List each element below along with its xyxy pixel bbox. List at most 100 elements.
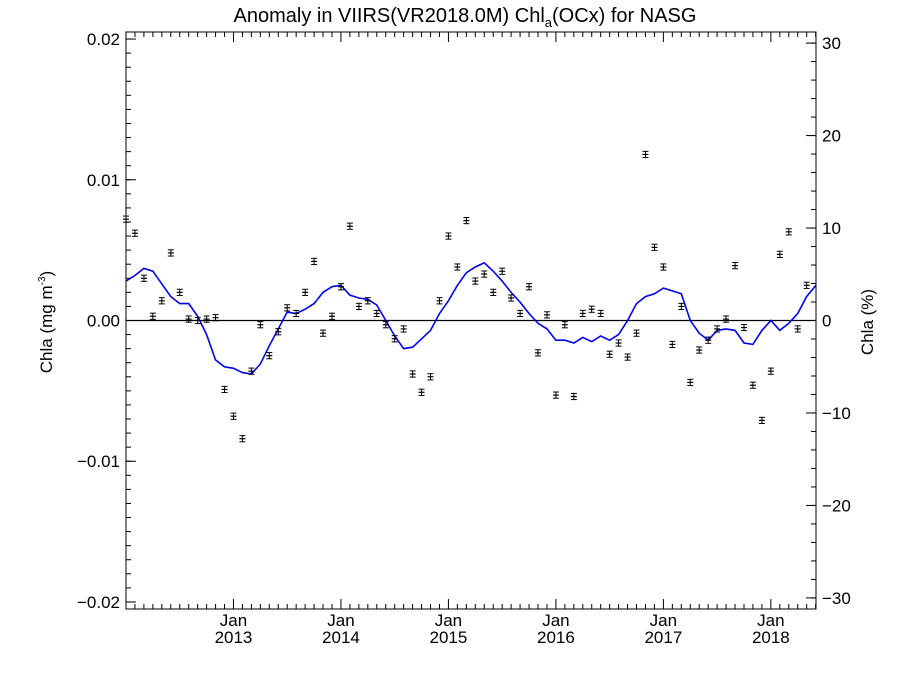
monthly-point (481, 270, 488, 278)
monthly-point (391, 335, 398, 343)
monthly-point (364, 297, 371, 305)
monthly-point (311, 257, 318, 265)
monthly-point (767, 367, 774, 375)
monthly-point (669, 340, 676, 349)
monthly-point (561, 321, 568, 329)
monthly-point (140, 274, 147, 282)
monthly-point (373, 309, 380, 318)
x-tick-label-year: 2015 (430, 628, 468, 647)
monthly-point (633, 329, 640, 337)
monthly-point (678, 302, 685, 311)
monthly-point (785, 228, 792, 236)
monthly-point (185, 315, 192, 323)
monthly-point (687, 378, 694, 387)
x-tick-label-month: Jan (757, 611, 784, 630)
monthly-point (266, 352, 273, 360)
monthly-point (570, 392, 577, 401)
monthly-point (705, 336, 712, 344)
y2-tick-label: −30 (822, 589, 851, 608)
monthly-point (660, 263, 667, 271)
chart-title: Anomaly in VIIRS(VR2018.0M) Chla(OCx) fo… (234, 5, 697, 30)
monthly-point (579, 309, 586, 318)
monthly-point (642, 150, 649, 159)
monthly-point (355, 302, 362, 311)
y-tick-label: 0.02 (87, 30, 120, 49)
monthly-point (749, 381, 756, 389)
monthly-point (427, 373, 434, 381)
monthly-point (275, 328, 282, 336)
monthly-point (212, 314, 219, 322)
monthly-point (176, 288, 183, 296)
monthly-point (167, 249, 174, 257)
monthly-point (418, 388, 425, 396)
smoothed-series-line (125, 261, 817, 375)
monthly-point (624, 353, 631, 361)
monthly-point (615, 339, 622, 347)
monthly-point (740, 323, 747, 332)
monthly-point (409, 370, 416, 378)
x-tick-label-month: Jan (435, 611, 462, 630)
monthly-point (293, 309, 300, 318)
y2-tick-label: 10 (822, 219, 841, 238)
x-tick-label-month: Jan (542, 611, 569, 630)
monthly-point (508, 294, 515, 302)
y2-tick-label: −10 (822, 404, 851, 423)
monthly-point (794, 325, 801, 333)
monthly-point (221, 385, 228, 394)
y2-tick-label: 20 (822, 127, 841, 146)
monthly-point (552, 391, 559, 399)
y2-tick-label: −20 (822, 496, 851, 515)
monthly-point (499, 267, 506, 275)
monthly-point (714, 325, 721, 333)
monthly-point (194, 316, 201, 325)
y-tick-label: −0.02 (77, 593, 120, 612)
monthly-point (149, 312, 156, 320)
x-tick-label-month: Jan (220, 611, 247, 630)
monthly-point (346, 222, 353, 230)
monthly-point (436, 297, 443, 305)
monthly-point (454, 263, 461, 271)
monthly-point (382, 321, 389, 329)
monthly-point (203, 315, 210, 323)
monthly-point (472, 277, 479, 285)
y2-tick-label: 30 (822, 34, 841, 53)
x-tick-label-year: 2013 (215, 628, 253, 647)
monthly-point (248, 367, 255, 375)
monthly-point (320, 329, 327, 337)
y-axis-label: Chla (mg m-3) (37, 271, 56, 373)
plot-frame (125, 31, 817, 610)
x-tick-label-year: 2016 (537, 628, 575, 647)
monthly-point (543, 311, 550, 319)
y2-axis-label: Chla (%) (858, 289, 877, 355)
monthly-point (776, 250, 783, 258)
y-tick-label: 0.00 (87, 312, 120, 331)
x-tick-label-year: 2018 (752, 628, 790, 647)
monthly-point (606, 350, 613, 358)
plot-area: 0.02 0.01 0.00 −0.01 −0.02 30 20 10 0 −10 −20 −30 Ja… (77, 30, 851, 647)
monthly-point (302, 288, 309, 296)
y2-tick-label: 0 (822, 312, 831, 331)
monthly-point (803, 281, 810, 289)
x-tick-label-month: Jan (650, 611, 677, 630)
monthly-point (732, 262, 739, 270)
x-tick-label-year: 2014 (322, 628, 360, 647)
monthly-point (239, 435, 246, 443)
monthly-point (651, 243, 658, 251)
monthly-point (131, 229, 138, 237)
monthly-point (597, 309, 604, 318)
monthly-point (526, 283, 533, 291)
x-tick-label-month: Jan (327, 611, 354, 630)
monthly-point (329, 312, 336, 320)
monthly-point (517, 309, 524, 318)
monthly-point (758, 416, 765, 425)
monthly-point (490, 288, 497, 296)
monthly-point (445, 232, 452, 240)
monthly-point (588, 305, 595, 313)
monthly-point (463, 216, 470, 225)
monthly-point (696, 346, 703, 354)
monthly-point (158, 297, 165, 305)
y-tick-label: −0.01 (77, 452, 120, 471)
monthly-point (723, 315, 730, 323)
monthly-point (400, 325, 407, 333)
